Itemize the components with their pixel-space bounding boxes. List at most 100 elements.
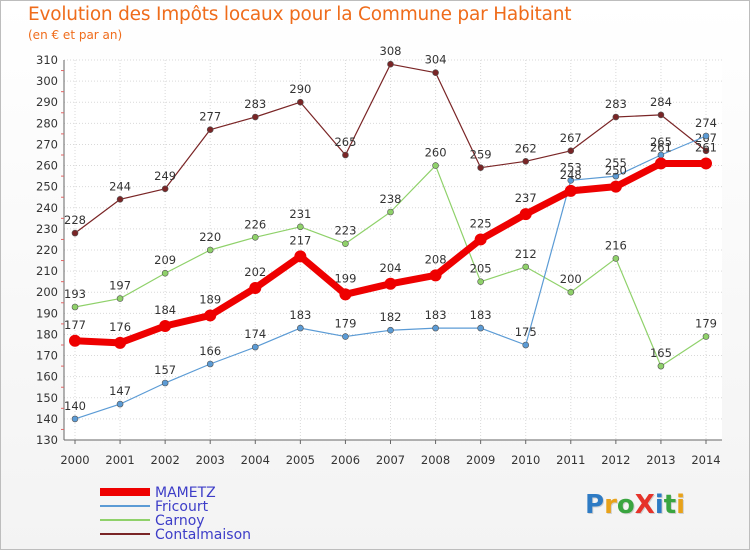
x-tick-label: 2014 — [691, 453, 720, 467]
x-tick-label: 2010 — [511, 453, 540, 467]
data-point-fricourt — [522, 341, 530, 349]
data-label-carnoy: 205 — [470, 262, 492, 276]
data-label-contalmaison: 249 — [154, 169, 176, 183]
chart-subtitle: (en € et par an) — [28, 28, 123, 42]
y-tick-label: 270 — [36, 137, 58, 151]
data-label-mametz: 208 — [425, 252, 447, 266]
data-point-mametz — [159, 320, 172, 332]
x-tick-label: 2011 — [556, 453, 585, 467]
data-label-carnoy: 193 — [64, 287, 86, 301]
data-point-carnoy — [657, 362, 665, 370]
data-point-fricourt — [71, 415, 79, 423]
data-point-carnoy — [702, 333, 710, 340]
logo-letter: X — [634, 490, 655, 520]
y-tick-label: 300 — [36, 74, 58, 88]
logo-letter: t — [663, 490, 677, 520]
x-tick-label: 2005 — [286, 453, 315, 467]
data-point-carnoy — [387, 208, 394, 216]
data-label-carnoy: 220 — [199, 230, 221, 244]
x-tick-label: 2007 — [376, 453, 405, 467]
y-tick-label: 220 — [36, 243, 58, 257]
data-label-contalmaison: 283 — [244, 97, 266, 111]
data-label-carnoy: 260 — [425, 146, 447, 160]
y-tick-label: 230 — [36, 222, 58, 236]
data-point-mametz — [519, 208, 532, 221]
data-label-mametz: 202 — [244, 265, 266, 279]
data-label-contalmaison: 265 — [334, 135, 356, 149]
data-point-carnoy — [161, 269, 169, 277]
data-label-contalmaison: 228 — [64, 213, 86, 227]
data-point-fricourt — [161, 379, 169, 387]
y-tick-label: 160 — [36, 370, 58, 384]
data-label-mametz: 217 — [289, 233, 311, 247]
data-label-fricourt: 166 — [199, 344, 221, 358]
data-label-carnoy: 197 — [109, 279, 131, 293]
data-point-fricourt — [116, 400, 124, 408]
data-point-fricourt — [702, 132, 710, 140]
data-label-carnoy: 231 — [289, 207, 311, 221]
x-tick-label: 2009 — [466, 453, 495, 467]
data-label-contalmaison: 290 — [289, 82, 311, 96]
proxiti-logo: ProXiti — [585, 490, 685, 520]
x-tick-label: 2002 — [151, 453, 180, 467]
data-label-mametz: 176 — [109, 320, 131, 334]
data-point-mametz — [429, 269, 442, 282]
y-tick-label: 290 — [36, 95, 58, 109]
data-label-mametz: 199 — [334, 271, 356, 285]
data-point-carnoy — [297, 223, 304, 231]
x-tick-label: 2001 — [105, 453, 134, 467]
data-label-fricourt: 140 — [64, 399, 86, 413]
logo-letter: r — [604, 490, 617, 520]
data-label-carnoy: 179 — [695, 317, 717, 331]
data-point-carnoy — [477, 278, 484, 285]
data-point-mametz — [654, 157, 667, 170]
data-label-mametz: 189 — [199, 292, 221, 306]
data-point-fricourt — [567, 177, 575, 184]
data-label-fricourt: 183 — [289, 308, 311, 322]
legend-label-contalmaison: Contalmaison — [155, 527, 251, 543]
data-point-mametz — [339, 288, 352, 301]
data-point-contalmaison — [387, 60, 394, 68]
data-point-contalmaison — [251, 113, 259, 121]
data-label-fricourt: 157 — [154, 363, 176, 377]
data-label-carnoy: 223 — [334, 224, 356, 238]
data-label-contalmaison: 244 — [109, 179, 131, 193]
data-label-mametz: 204 — [380, 261, 402, 275]
data-label-carnoy: 165 — [650, 346, 672, 360]
data-label-fricourt: 175 — [515, 325, 537, 339]
y-tick-label: 250 — [36, 180, 58, 194]
data-label-mametz: 261 — [695, 140, 717, 154]
data-point-fricourt — [477, 324, 484, 332]
data-label-contalmaison: 283 — [605, 97, 627, 111]
data-point-carnoy — [71, 303, 79, 311]
data-point-contalmaison — [342, 151, 349, 159]
data-label-fricourt: 255 — [605, 156, 627, 170]
x-tick-label: 2006 — [331, 453, 360, 467]
y-tick-label: 140 — [36, 412, 58, 426]
data-label-mametz: 225 — [470, 216, 492, 230]
data-point-fricourt — [612, 172, 620, 180]
data-point-fricourt — [342, 333, 349, 340]
data-point-carnoy — [522, 263, 530, 271]
data-label-carnoy: 216 — [605, 238, 627, 252]
data-point-contalmaison — [702, 147, 710, 155]
y-tick-label: 180 — [36, 327, 58, 341]
data-label-fricourt: 179 — [334, 317, 356, 331]
data-point-carnoy — [432, 162, 439, 169]
data-point-contalmaison — [71, 229, 79, 237]
data-label-contalmaison: 262 — [515, 141, 537, 155]
data-point-mametz — [204, 309, 217, 322]
data-point-mametz — [474, 233, 487, 246]
data-point-carnoy — [116, 295, 124, 302]
y-tick-label: 170 — [36, 349, 58, 363]
legend-label-mametz: MAMETZ — [155, 485, 216, 501]
data-label-mametz: 184 — [154, 303, 176, 317]
data-point-contalmaison — [522, 158, 530, 165]
y-tick-label: 210 — [36, 264, 58, 278]
data-point-carnoy — [342, 240, 349, 247]
x-tick-label: 2013 — [646, 453, 675, 467]
data-point-mametz — [114, 336, 127, 349]
data-label-carnoy: 200 — [560, 272, 582, 286]
data-label-fricourt: 182 — [380, 310, 402, 324]
y-tick-label: 280 — [36, 116, 58, 130]
